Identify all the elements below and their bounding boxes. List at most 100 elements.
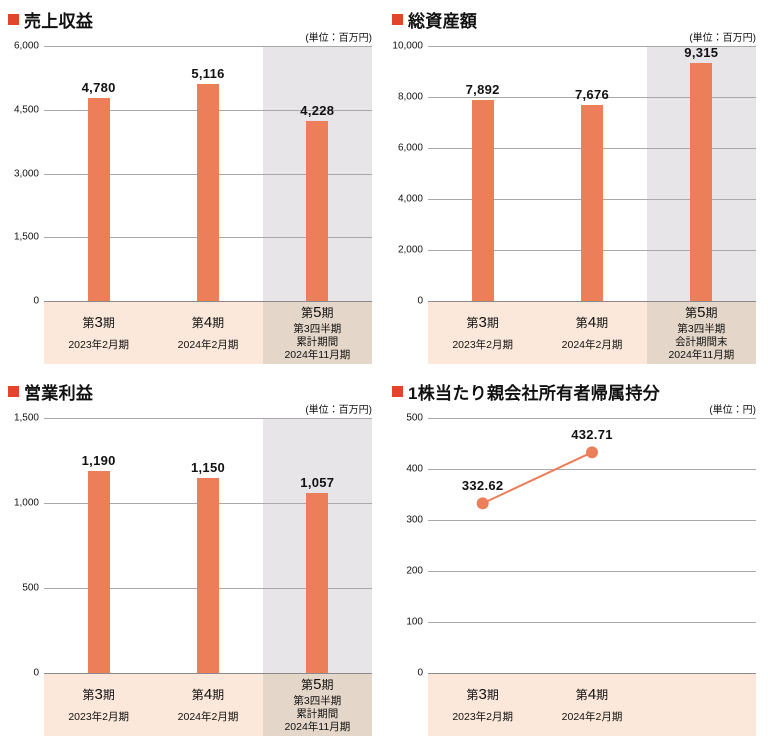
x-axis-band-background (262, 302, 372, 364)
plot-area: 4,780 5,116 4,228 (44, 46, 372, 302)
y-axis-tick-label: 0 (33, 667, 39, 679)
x-axis-band: 第3期 2023年2月期 第4期 2024年2月期 第5期 第3四半期 累計期間 2024年1… (44, 674, 372, 736)
chart-body: 0 2,000 4,000 6,000 8,000 10,000 7,892 7,676 9,… (392, 41, 756, 307)
chart-panel-equity-per-share: 1株当たり親会社所有者帰属持分 (単位：円) 0 100 200 300 400 500 … (384, 372, 768, 744)
x-axis-band-background (428, 674, 756, 736)
category-date-line: 第3四半期 (677, 322, 726, 335)
y-axis-tick-label: 100 (406, 616, 423, 628)
category-date-line: 累計期間 (296, 707, 339, 720)
gridline (428, 571, 756, 572)
x-axis-band: 第3期 2023年2月期 第4期 2024年2月期 第5期 第3四半期 累計期間 2024年1… (44, 302, 372, 364)
category-date-line: 2024年2月期 (177, 711, 239, 724)
chart-header: 1株当たり親会社所有者帰属持分 (392, 380, 756, 403)
x-axis-band-background (44, 674, 263, 736)
unit-label: (単位：円) (709, 405, 756, 416)
x-category-label: 第3期 2023年2月期 (428, 302, 537, 364)
gridline (44, 46, 372, 47)
category-date-line: 第3四半期 (293, 322, 342, 335)
chart-header: 営業利益 (8, 380, 372, 403)
chart-panel-total-assets: 総資産額 (単位：百万円) 0 2,000 4,000 6,000 8,000 10,00… (384, 0, 768, 372)
category-date-line: 2024年11月期 (284, 348, 351, 361)
chart-title: 総資産額 (408, 11, 478, 31)
category-period-line: 第3期 (82, 313, 115, 331)
gridline (428, 46, 756, 47)
x-category-label: 第4期 2024年2月期 (153, 302, 262, 364)
category-period-line: 第4期 (575, 685, 609, 703)
chart-title: 営業利益 (24, 383, 94, 403)
category-period-line: 第4期 (191, 313, 225, 331)
band-spacer (392, 302, 428, 364)
unit-label: (単位：百万円) (305, 405, 372, 416)
y-axis-tick-label: 0 (417, 295, 423, 307)
chart-title: 売上収益 (24, 11, 94, 31)
category-date-line: 会計期間末 (675, 335, 728, 348)
chart-panel-operating-profit: 営業利益 (単位：百万円) 0 500 1,000 1,500 1,190 1,150 1… (0, 372, 384, 744)
category-period-line: 第3期 (466, 685, 499, 703)
category-date-line: 第3四半期 (293, 694, 342, 707)
unit-label: (単位：百万円) (305, 33, 372, 44)
x-axis-band-background (428, 302, 647, 364)
y-axis-tick-label: 6,000 (13, 40, 39, 52)
category-date-line: 2024年11月期 (668, 348, 735, 361)
x-axis-band-background (646, 302, 756, 364)
y-axis-tick-label: 4,000 (397, 193, 423, 205)
y-axis-tick-label: 300 (406, 514, 423, 526)
bar-value-label: 9,315 (684, 45, 719, 61)
data-point-marker (476, 497, 489, 510)
gridline (428, 469, 756, 470)
bar (87, 470, 110, 673)
x-axis-band-row: 第3期 2023年2月期 第4期 2024年2月期 第5期 第3四半期 累計期間 2024年1… (8, 674, 372, 736)
bar-value-label: 1,190 (81, 452, 116, 468)
chart-header: 売上収益 (8, 8, 372, 31)
x-category-label: 第5期 第3四半期 累計期間 2024年11月期 (263, 302, 372, 364)
x-axis-band-background (44, 302, 263, 364)
category-period-line: 第5期 (685, 303, 718, 321)
gridline (428, 97, 756, 98)
x-category-label: 第5期 第3四半期 累計期間 2024年11月期 (263, 674, 372, 736)
y-axis-tick-label: 1,500 (13, 231, 39, 243)
category-date-line: 2023年2月期 (452, 711, 514, 724)
y-axis-tick-label: 1,000 (13, 497, 39, 509)
gridline (428, 622, 756, 623)
y-axis-tick-label: 400 (406, 463, 423, 475)
plot-area: 1,190 1,150 1,057 (44, 418, 372, 674)
title-square-bullet-icon (8, 13, 19, 25)
category-date-line: 2023年2月期 (452, 339, 514, 352)
bar (306, 121, 329, 301)
y-axis-tick-label: 200 (406, 565, 423, 577)
chart-panel-revenue: 売上収益 (単位：百万円) 0 1,500 3,000 4,500 6,000 4,78… (0, 0, 384, 372)
title-square-bullet-icon (392, 13, 403, 25)
chart-body: 0 100 200 300 400 500 332.62 432.71 (392, 413, 756, 679)
chart-body: 0 500 1,000 1,500 1,190 1,150 1,057 (8, 413, 372, 679)
x-axis-band-row: 第3期 2023年2月期 第4期 2024年2月期 第5期 第3四半期 会計期間末 2024年… (392, 302, 756, 364)
y-axis-tick-label: 10,000 (392, 40, 423, 52)
y-axis-tick-label: 3,000 (13, 168, 39, 179)
category-period-line: 第4期 (575, 313, 609, 331)
category-period-line: 第4期 (191, 685, 225, 703)
bar-value-label: 4,780 (81, 79, 116, 95)
bar-value-label: 5,116 (191, 65, 225, 81)
gridline (44, 418, 372, 419)
bar-value-label: 4,228 (300, 103, 335, 119)
x-axis-baseline (428, 673, 756, 674)
point-value-label: 432.71 (571, 427, 613, 443)
chart-header: 総資産額 (392, 8, 756, 31)
y-axis-labels: 0 2,000 4,000 6,000 8,000 10,000 (392, 41, 428, 307)
point-value-label: 332.62 (461, 478, 504, 494)
band-spacer (8, 302, 44, 364)
bar (581, 105, 603, 301)
category-period-line: 第3期 (82, 685, 115, 703)
category-period-line: 第5期 (301, 303, 334, 321)
y-axis-labels: 0 500 1,000 1,500 (8, 413, 44, 679)
data-point-marker (586, 446, 598, 459)
x-category-label: 第5期 第3四半期 会計期間末 2024年11月期 (647, 302, 756, 364)
y-axis-tick-label: 500 (406, 412, 423, 424)
bar-value-label: 1,150 (190, 459, 226, 475)
y-axis-tick-label: 0 (417, 667, 423, 679)
bar (197, 477, 219, 673)
band-spacer (8, 674, 44, 736)
category-date-line: 2023年2月期 (68, 711, 130, 724)
band-spacer (392, 674, 428, 736)
